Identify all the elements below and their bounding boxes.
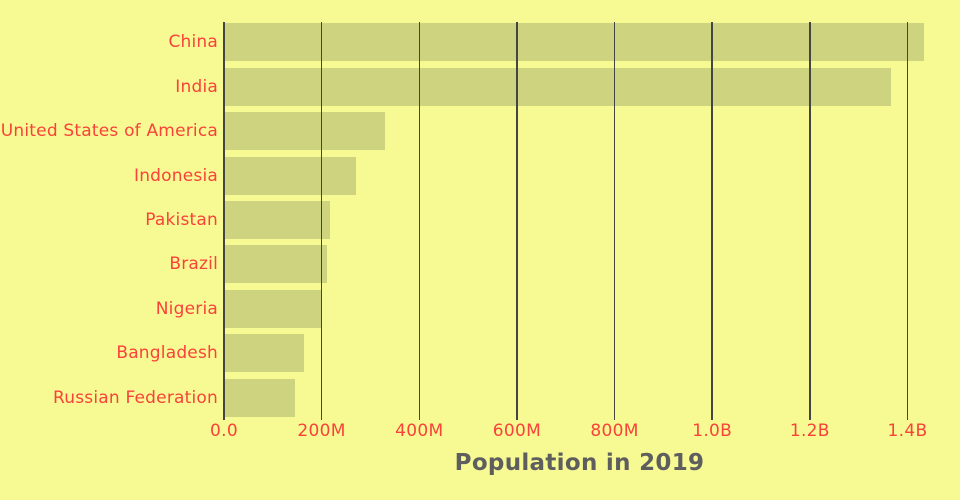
x-tick-label: 0.0 — [210, 421, 238, 441]
gridline — [418, 22, 421, 420]
gridline — [320, 22, 323, 420]
population-bar[interactable] — [224, 334, 304, 373]
x-tick-label: 1.0B — [692, 421, 733, 441]
population-bar[interactable] — [224, 201, 330, 239]
gridline — [906, 22, 909, 420]
gridline — [711, 22, 713, 420]
gridline — [613, 22, 616, 420]
population-bar[interactable] — [224, 378, 296, 417]
category-label: Russian Federation — [53, 387, 218, 408]
category-label: India — [175, 76, 218, 97]
category-label: Indonesia — [133, 165, 218, 186]
x-tick-label: 1.2B — [789, 421, 830, 441]
gridline — [516, 22, 518, 420]
population-bar[interactable] — [224, 289, 323, 328]
category-label: China — [168, 32, 218, 53]
x-tick-label: 400M — [395, 421, 444, 441]
population-bar[interactable] — [224, 67, 892, 106]
category-label: Brazil — [169, 254, 218, 275]
population-bar[interactable] — [224, 156, 357, 195]
population-bar[interactable] — [224, 23, 924, 62]
category-label: Nigeria — [155, 298, 218, 319]
gridline — [809, 22, 811, 420]
x-tick-label: 800M — [590, 421, 639, 441]
category-label: Pakistan — [145, 210, 218, 230]
x-tick-label: 200M — [297, 421, 346, 441]
category-label: Bangladesh — [116, 343, 218, 364]
population-bar[interactable] — [224, 245, 327, 284]
x-tick-label: 600M — [492, 421, 542, 441]
y-axis-line — [223, 22, 225, 420]
category-label: United States of America — [0, 121, 218, 142]
chart-title: Population in 2019 — [454, 450, 705, 476]
population-bar[interactable] — [224, 112, 385, 151]
x-tick-label: 1.4B — [887, 421, 928, 441]
